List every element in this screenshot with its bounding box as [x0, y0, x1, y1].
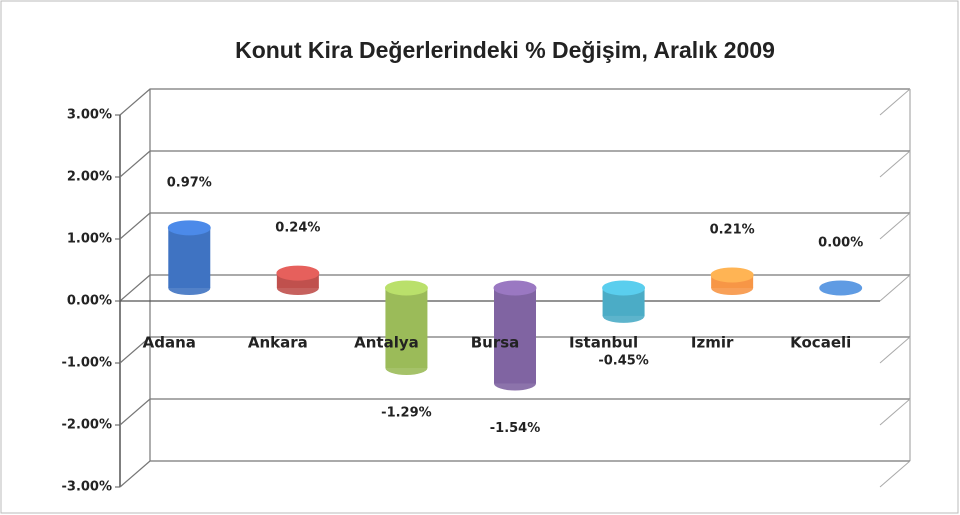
value-label: -1.29%	[381, 405, 432, 420]
value-label: -0.45%	[598, 353, 649, 368]
floor-edge	[879, 88, 911, 116]
y-tick-label: -1.00%	[62, 356, 113, 371]
bar-top	[276, 265, 320, 281]
chart-title: Konut Kira Değerlerindeki % Değişim, Ara…	[235, 37, 775, 63]
grid-line	[119, 460, 910, 488]
y-tick-label: 3.00%	[67, 108, 112, 123]
value-label: 0.00%	[818, 236, 863, 251]
value-label: -1.54%	[490, 421, 541, 436]
floor-edge	[879, 274, 911, 302]
y-tick-label: -3.00%	[62, 480, 113, 495]
y-tick-label: 0.00%	[67, 294, 112, 309]
grid-line	[119, 336, 910, 364]
bar-top	[710, 267, 754, 283]
value-label: 0.97%	[167, 175, 212, 190]
y-tick-label: -2.00%	[62, 418, 113, 433]
grid-line	[119, 212, 910, 240]
x-tick-label: Bursa	[471, 334, 520, 352]
bar-top	[384, 280, 428, 296]
floor-edge	[879, 398, 911, 426]
x-tick-label: Antalya	[354, 334, 419, 352]
bar-top	[602, 280, 646, 296]
bar-top	[493, 280, 537, 296]
value-label: 0.21%	[710, 222, 755, 237]
bar	[494, 288, 536, 384]
floor-edge	[879, 460, 911, 488]
value-label: 0.24%	[275, 221, 320, 236]
grid-line	[119, 150, 910, 178]
x-tick-label: Adana	[143, 334, 196, 352]
grid-line	[119, 274, 910, 302]
y-tick-label: 1.00%	[67, 232, 112, 247]
bar	[385, 288, 428, 368]
floor-edge	[879, 150, 911, 178]
x-tick-label: Kocaeli	[790, 334, 851, 352]
y-tick-label: 2.00%	[67, 170, 112, 185]
grid-line	[119, 398, 910, 426]
floor-edge	[879, 336, 911, 364]
bar-top	[819, 280, 863, 296]
bar-top	[167, 220, 211, 236]
x-tick-label: Ankara	[248, 334, 308, 352]
x-tick-label: Izmir	[691, 334, 734, 352]
x-tick-label: Istanbul	[569, 334, 638, 352]
grid-line	[119, 88, 910, 116]
bar	[168, 227, 211, 288]
floor-edge	[879, 212, 911, 240]
